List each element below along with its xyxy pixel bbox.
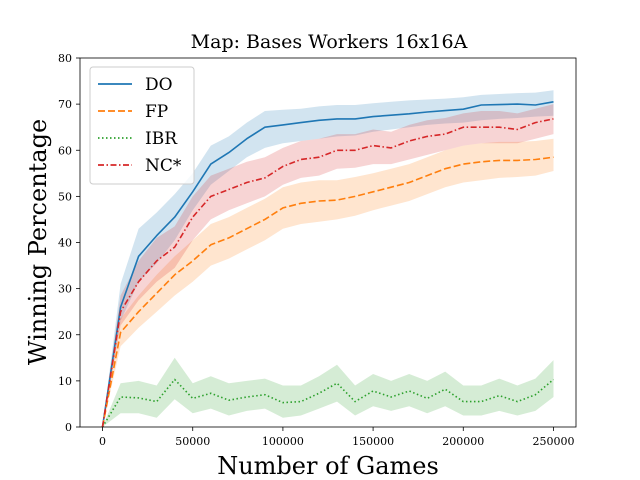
x-tick-label: 200000 bbox=[442, 435, 484, 448]
y-tick-label: 40 bbox=[58, 237, 72, 250]
y-tick-label: 70 bbox=[58, 98, 72, 111]
y-tick-label: 80 bbox=[58, 52, 72, 65]
legend-frame bbox=[89, 66, 195, 185]
y-tick-label: 30 bbox=[58, 283, 72, 296]
y-tick-label: 60 bbox=[58, 144, 72, 157]
legend: DO FP IBR NC* bbox=[89, 66, 195, 185]
x-tick-label: 100000 bbox=[262, 435, 304, 448]
y-axis-label: Winning Percentage bbox=[24, 119, 52, 365]
line-ibr bbox=[101, 378, 555, 428]
x-tick-label: 50000 bbox=[175, 435, 210, 448]
line-do bbox=[101, 101, 554, 428]
line-fp bbox=[101, 156, 554, 428]
band-fp bbox=[102, 138, 554, 427]
y-tick-label: 50 bbox=[58, 190, 72, 203]
y-tick-label: 20 bbox=[58, 329, 72, 342]
legend-label-ibr: IBR bbox=[145, 129, 178, 149]
x-tick-label: 150000 bbox=[352, 435, 394, 448]
band-ibr bbox=[102, 357, 554, 427]
confidence-bands bbox=[102, 90, 554, 428]
legend-label-fp: FP bbox=[145, 102, 168, 122]
series-lines bbox=[101, 101, 555, 428]
y-tick-label: 10 bbox=[58, 375, 72, 388]
x-axis-ticks: 0 50000 100000 150000 200000 250000 bbox=[99, 427, 574, 448]
x-axis-label: Number of Games bbox=[217, 452, 439, 480]
x-tick-label: 250000 bbox=[532, 435, 574, 448]
line-nc bbox=[101, 118, 554, 428]
band-do bbox=[102, 90, 554, 428]
legend-label-do: DO bbox=[145, 75, 173, 95]
x-tick-label: 0 bbox=[99, 435, 106, 448]
chart-title: Map: Bases Workers 16x16A bbox=[191, 31, 468, 53]
y-tick-label: 0 bbox=[65, 421, 72, 434]
legend-label-nc: NC* bbox=[145, 156, 182, 176]
band-nc bbox=[102, 104, 554, 427]
y-axis-ticks: 0 10 20 30 40 50 60 70 80 bbox=[58, 52, 80, 434]
